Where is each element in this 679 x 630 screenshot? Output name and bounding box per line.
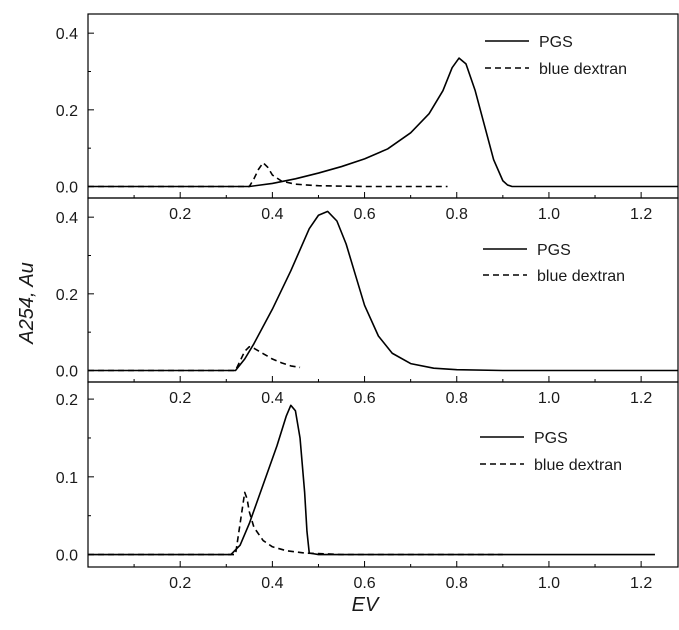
- panel-2-x-tick-label: 0.8: [446, 390, 468, 407]
- x-axis-label: EV: [352, 594, 380, 616]
- panel-1-x-tick-label: 0.6: [353, 206, 375, 223]
- panel-2-legend-blue-dextran-label: blue dextran: [537, 268, 625, 285]
- panel-1-y-tick-label: 0.2: [56, 103, 78, 120]
- panel-1-x-tick-label: 0.4: [261, 206, 283, 223]
- panel-2-y-tick-label: 0.0: [56, 364, 78, 381]
- panel-2-x-tick-label: 0.6: [353, 390, 375, 407]
- panel-1-x-tick-label: 0.8: [446, 206, 468, 223]
- panel-3-x-tick-label: 0.4: [261, 575, 283, 592]
- panel-1-frame: [87, 13, 679, 199]
- panel-2-pgs-line: [88, 210, 678, 372]
- panel-2-y-tick-label: 0.2: [56, 287, 78, 304]
- panel-1-blue-dextran-line: [88, 161, 448, 188]
- panel-1-pgs-line: [88, 57, 678, 188]
- panel-2-legend-pgs-label: PGS: [537, 242, 571, 259]
- panel-2-x-tick-label: 1.2: [630, 390, 652, 407]
- panel-3-blue-dextran-line: [88, 491, 503, 556]
- panel-3-x-tick-label: 0.6: [353, 575, 375, 592]
- panel-2-x-tick-label: 0.2: [169, 390, 191, 407]
- panel-3-x-tick-label: 0.8: [446, 575, 468, 592]
- panel-3-x-tick-label: 0.2: [169, 575, 191, 592]
- panel-3-legend-blue-dextran-label: blue dextran: [534, 457, 622, 474]
- panel-2: 0.2 0.4 0.6 0.8 1.0 1.2 0.0 0.2 0.4 PGS blue dextr…: [56, 197, 679, 407]
- panel-3-y-tick-label: 0.1: [56, 470, 78, 487]
- panel-1-x-tick-label: 1.0: [538, 206, 560, 223]
- panel-3-x-tick-label: 1.2: [630, 575, 652, 592]
- panel-1-legend-pgs-label: PGS: [539, 34, 573, 51]
- panel-2-y-tick-label: 0.4: [56, 210, 78, 227]
- panel-1-x-tick-label: 0.2: [169, 206, 191, 223]
- panel-1-legend-blue-dextran-label: blue dextran: [539, 61, 627, 78]
- panel-3-y-tick-label: 0.2: [56, 392, 78, 409]
- panel-1-x-tick-label: 1.2: [630, 206, 652, 223]
- panel-3-x-tick-label: 1.0: [538, 575, 560, 592]
- y-axis-label: A254, Au: [16, 262, 38, 345]
- panel-2-blue-dextran-line: [88, 345, 301, 372]
- panel-1-y-tick-label: 0.4: [56, 26, 78, 43]
- panel-3-pgs-line: [88, 404, 655, 556]
- panel-2-frame: [87, 197, 679, 383]
- panel-2-x-tick-label: 1.0: [538, 390, 560, 407]
- panel-3-legend-pgs-label: PGS: [534, 430, 568, 447]
- panel-3: 0.2 0.4 0.6 0.8 1.0 1.2 0.0 0.1 0.2 PGS blue dextr…: [56, 381, 679, 592]
- panel-3-y-tick-label: 0.0: [56, 548, 78, 565]
- panel-1-y-tick-label: 0.0: [56, 180, 78, 197]
- panel-1: 0.2 0.4 0.6 0.8 1.0 1.2 0.0 0.2 0.4 PGS blue dextr…: [56, 13, 679, 223]
- panel-3-frame: [87, 381, 679, 568]
- panel-2-x-tick-label: 0.4: [261, 390, 283, 407]
